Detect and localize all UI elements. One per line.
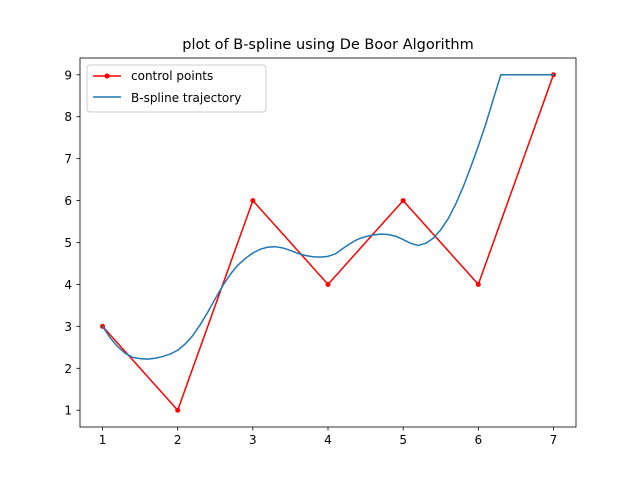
plot-area: [100, 72, 556, 413]
y-tick-label-3: 4: [64, 278, 72, 292]
chart-title: plot of B-spline using De Boor Algorithm: [182, 37, 473, 53]
axes-border: [79, 57, 577, 428]
legend-box: [86, 64, 267, 113]
y-tick-label-5: 6: [64, 194, 72, 208]
y-tick-label-2: 3: [64, 320, 72, 334]
series-line-1: [101, 74, 555, 360]
x-tick-label-3: 4: [324, 433, 332, 447]
data-point-0-3: [325, 281, 331, 287]
legend-marker-control-points: [104, 73, 110, 79]
x-tick-label-1: 2: [174, 433, 182, 447]
x-tick-label-5: 6: [474, 433, 482, 447]
y-axis: 1 2 3 4 5 6 7 8 9: [64, 68, 80, 418]
axes-frame: [79, 57, 577, 428]
y-tick-label-1: 2: [64, 362, 72, 376]
data-point-0-4: [400, 198, 406, 204]
x-tick-label-0: 1: [99, 433, 107, 447]
y-tick-label-8: 9: [64, 68, 72, 82]
legend-label-bspline: B-spline trajectory: [131, 91, 241, 105]
data-point-0-1: [175, 407, 181, 413]
data-point-0-2: [250, 198, 256, 204]
x-axis: 1 2 3 4 5 6 7: [99, 427, 558, 447]
data-point-0-5: [475, 281, 481, 287]
x-tick-label-6: 7: [550, 433, 558, 447]
y-tick-label-6: 7: [64, 152, 72, 166]
legend: control points B-spline trajectory: [86, 64, 267, 113]
x-tick-label-4: 5: [399, 433, 407, 447]
legend-label-control-points: control points: [131, 69, 213, 83]
y-tick-label-0: 1: [64, 404, 72, 418]
y-tick-label-4: 5: [64, 236, 72, 250]
x-tick-label-2: 3: [249, 433, 257, 447]
y-tick-label-7: 8: [64, 110, 72, 124]
